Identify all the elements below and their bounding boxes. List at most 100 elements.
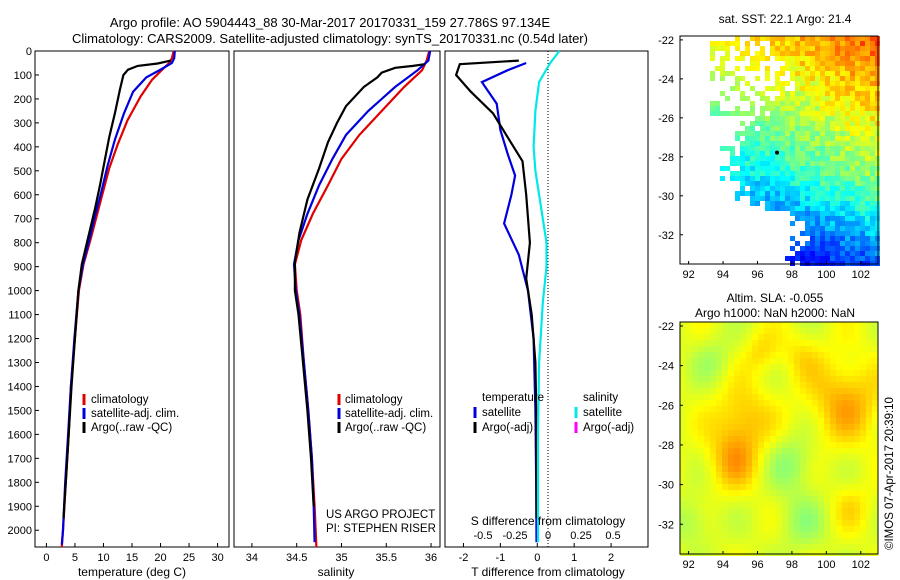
sst-cell <box>820 206 825 211</box>
sla-cell <box>710 490 716 496</box>
sla-cell <box>782 514 788 520</box>
sla-cell <box>770 520 776 526</box>
series-line-argo-raw-qc- <box>293 63 425 507</box>
sst-cell <box>805 146 810 151</box>
sst-cell <box>855 146 860 151</box>
sla-cell <box>764 382 770 388</box>
sst-cell <box>770 101 775 106</box>
salinity-x-label: salinity <box>318 565 355 579</box>
sst-cell <box>870 41 875 46</box>
sst-cell <box>825 241 830 246</box>
sst-cell <box>750 186 755 191</box>
sla-cell <box>848 376 854 382</box>
sla-cell <box>872 472 878 478</box>
sst-cell <box>825 236 830 241</box>
sst-cell <box>820 146 825 151</box>
sst-cell <box>800 151 805 156</box>
sla-cell <box>836 532 842 538</box>
sst-cell <box>795 116 800 121</box>
sla-cell <box>710 430 716 436</box>
sst-cell <box>860 61 865 66</box>
sst-cell <box>735 86 740 91</box>
depth-tick-label: 900 <box>14 262 32 274</box>
sla-cell <box>830 430 836 436</box>
sla-cell <box>722 370 728 376</box>
sst-cell <box>825 136 830 141</box>
sst-cell <box>870 216 875 221</box>
sla-cell <box>722 400 728 406</box>
sst-cell <box>805 256 810 261</box>
sla-cell <box>794 346 800 352</box>
sla-cell <box>836 472 842 478</box>
sla-cell <box>836 448 842 454</box>
sst-cell <box>810 156 815 161</box>
sst-cell <box>755 146 760 151</box>
sst-cell <box>820 56 825 61</box>
sla-cell <box>860 478 866 484</box>
sla-cell <box>824 430 830 436</box>
sla-cell <box>722 346 728 352</box>
sst-cell <box>755 156 760 161</box>
sla-cell <box>716 490 722 496</box>
sla-cell <box>746 538 752 544</box>
s-diff-tick-label: 0 <box>545 530 551 542</box>
sst-cell <box>835 176 840 181</box>
sst-cell <box>760 56 765 61</box>
sst-cell <box>825 221 830 226</box>
sst-cell <box>800 136 805 141</box>
sst-cell <box>780 91 785 96</box>
sst-cell <box>760 181 765 186</box>
sla-cell <box>716 478 722 484</box>
sst-cell <box>760 96 765 101</box>
sst-cell <box>800 131 805 136</box>
sst-cell <box>835 146 840 151</box>
sla-cell <box>728 364 734 370</box>
s-diff-tick-label: 0.5 <box>605 530 620 542</box>
sst-cell <box>820 191 825 196</box>
sst-cell <box>845 246 850 251</box>
sst-cell <box>860 221 865 226</box>
sla-cell <box>854 442 860 448</box>
sst-cell <box>830 106 835 111</box>
depth-tick-label: 1600 <box>8 429 32 441</box>
sla-cell <box>728 448 734 454</box>
legend-label-sal-argo: Argo(-adj) <box>583 422 634 434</box>
sla-cell <box>770 328 776 334</box>
sst-cell <box>770 176 775 181</box>
sst-cell <box>745 146 750 151</box>
sst-cell <box>785 61 790 66</box>
sla-cell <box>698 466 704 472</box>
sst-cell <box>710 76 715 81</box>
sst-cell <box>750 181 755 186</box>
sst-cell <box>835 246 840 251</box>
legend-salinity-title: salinity <box>583 392 618 404</box>
sla-cell <box>794 454 800 460</box>
sla-cell <box>746 496 752 502</box>
sla-cell <box>776 358 782 364</box>
sst-cell <box>850 151 855 156</box>
sst-cell <box>770 151 775 156</box>
sla-cell <box>728 394 734 400</box>
sla-cell <box>848 412 854 418</box>
sla-cell <box>680 460 686 466</box>
sla-cell <box>680 436 686 442</box>
sst-cell <box>720 111 725 116</box>
sst-cell <box>755 191 760 196</box>
sst-cell <box>790 161 795 166</box>
sst-cell <box>755 141 760 146</box>
sla-cell <box>776 340 782 346</box>
sst-cell <box>840 231 845 236</box>
sst-cell <box>795 146 800 151</box>
difference-legend: temperature salinity satellite Argo(-adj… <box>473 392 634 434</box>
sla-cell <box>686 406 692 412</box>
sst-cell <box>715 41 720 46</box>
sla-cell <box>764 400 770 406</box>
x-tick-label: 20 <box>154 552 166 564</box>
sla-cell <box>692 328 698 334</box>
sla-cell <box>860 532 866 538</box>
sst-cell <box>785 96 790 101</box>
sla-cell <box>788 400 794 406</box>
sla-cell <box>698 472 704 478</box>
sla-cell <box>704 358 710 364</box>
sst-cell <box>785 186 790 191</box>
